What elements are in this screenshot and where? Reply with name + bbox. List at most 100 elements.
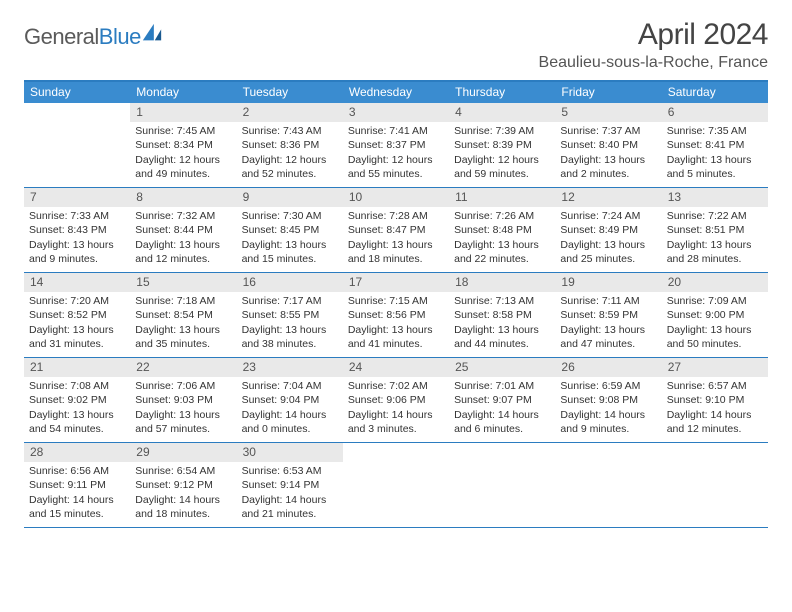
dow-cell: Tuesday [237,82,343,103]
day-number: 8 [130,188,236,207]
day-cell: 21Sunrise: 7:08 AMSunset: 9:02 PMDayligh… [24,358,130,442]
day-number: 22 [130,358,236,377]
sunrise-text: Sunrise: 7:30 AM [242,209,339,223]
day-cell [555,443,661,527]
day-body: Sunrise: 7:43 AMSunset: 8:36 PMDaylight:… [237,122,343,187]
day-cell: 8Sunrise: 7:32 AMSunset: 8:44 PMDaylight… [130,188,236,272]
day-body: Sunrise: 7:20 AMSunset: 8:52 PMDaylight:… [24,292,130,357]
day-number: 1 [130,103,236,122]
location-label: Beaulieu-sous-la-Roche, France [539,54,768,72]
sunrise-text: Sunrise: 7:02 AM [348,379,445,393]
daylight-text: Daylight: 13 hours and 44 minutes. [454,323,551,351]
daylight-text: Daylight: 13 hours and 15 minutes. [242,238,339,266]
day-body: Sunrise: 7:37 AMSunset: 8:40 PMDaylight:… [555,122,661,187]
sunset-text: Sunset: 9:07 PM [454,393,551,407]
day-body: Sunrise: 7:18 AMSunset: 8:54 PMDaylight:… [130,292,236,357]
sunrise-text: Sunrise: 7:43 AM [242,124,339,138]
day-number: 25 [449,358,555,377]
sunset-text: Sunset: 9:00 PM [667,308,764,322]
sunset-text: Sunset: 8:52 PM [29,308,126,322]
day-cell: 30Sunrise: 6:53 AMSunset: 9:14 PMDayligh… [237,443,343,527]
daylight-text: Daylight: 13 hours and 22 minutes. [454,238,551,266]
week-row: 21Sunrise: 7:08 AMSunset: 9:02 PMDayligh… [24,358,768,443]
sunset-text: Sunset: 8:55 PM [242,308,339,322]
daylight-text: Daylight: 13 hours and 18 minutes. [348,238,445,266]
day-body: Sunrise: 7:41 AMSunset: 8:37 PMDaylight:… [343,122,449,187]
daylight-text: Daylight: 13 hours and 5 minutes. [667,153,764,181]
dow-header-row: SundayMondayTuesdayWednesdayThursdayFrid… [24,82,768,103]
sunset-text: Sunset: 8:43 PM [29,223,126,237]
daylight-text: Daylight: 14 hours and 21 minutes. [242,493,339,521]
day-cell: 14Sunrise: 7:20 AMSunset: 8:52 PMDayligh… [24,273,130,357]
daylight-text: Daylight: 13 hours and 38 minutes. [242,323,339,351]
sunset-text: Sunset: 8:36 PM [242,138,339,152]
day-number: 4 [449,103,555,122]
day-cell: 16 Sunrise: 7:17 AMSunset: 8:55 PMDayligh… [237,273,343,357]
day-body: Sunrise: 6:57 AMSunset: 9:10 PMDaylight:… [662,377,768,442]
daylight-text: Daylight: 13 hours and 47 minutes. [560,323,657,351]
day-cell: 27Sunrise: 6:57 AMSunset: 9:10 PMDayligh… [662,358,768,442]
day-number: 10 [343,188,449,207]
sunset-text: Sunset: 9:11 PM [29,478,126,492]
daylight-text: Daylight: 13 hours and 12 minutes. [135,238,232,266]
sunrise-text: Sunrise: 7:32 AM [135,209,232,223]
day-cell: 2Sunrise: 7:43 AMSunset: 8:36 PMDaylight… [237,103,343,187]
daylight-text: Daylight: 14 hours and 0 minutes. [242,408,339,436]
daylight-text: Daylight: 13 hours and 50 minutes. [667,323,764,351]
daylight-text: Daylight: 12 hours and 55 minutes. [348,153,445,181]
week-row: 7Sunrise: 7:33 AMSunset: 8:43 PMDaylight… [24,188,768,273]
sunrise-text: Sunrise: 6:53 AM [242,464,339,478]
day-cell: 5Sunrise: 7:37 AMSunset: 8:40 PMDaylight… [555,103,661,187]
calendar-grid: SundayMondayTuesdayWednesdayThursdayFrid… [24,80,768,528]
day-cell: 9Sunrise: 7:30 AMSunset: 8:45 PMDaylight… [237,188,343,272]
day-cell: 3Sunrise: 7:41 AMSunset: 8:37 PMDaylight… [343,103,449,187]
day-cell: 15Sunrise: 7:18 AMSunset: 8:54 PMDayligh… [130,273,236,357]
sunrise-text: Sunrise: 7:09 AM [667,294,764,308]
daylight-text: Daylight: 14 hours and 6 minutes. [454,408,551,436]
day-body: Sunrise: 7:04 AMSunset: 9:04 PMDaylight:… [237,377,343,442]
day-cell: 7Sunrise: 7:33 AMSunset: 8:43 PMDaylight… [24,188,130,272]
day-cell: 23Sunrise: 7:04 AMSunset: 9:04 PMDayligh… [237,358,343,442]
daylight-text: Daylight: 14 hours and 15 minutes. [29,493,126,521]
calendar-page: GeneralBlue April 2024 Beaulieu-sous-la-… [0,0,792,528]
sunset-text: Sunset: 8:48 PM [454,223,551,237]
sunset-text: Sunset: 9:14 PM [242,478,339,492]
day-body: Sunrise: 6:59 AMSunset: 9:08 PMDaylight:… [555,377,661,442]
day-cell: 4Sunrise: 7:39 AMSunset: 8:39 PMDaylight… [449,103,555,187]
sunset-text: Sunset: 9:02 PM [29,393,126,407]
day-number: 13 [662,188,768,207]
sunrise-text: Sunrise: 7:35 AM [667,124,764,138]
day-number: 27 [662,358,768,377]
day-number: 20 [662,273,768,292]
day-body: Sunrise: 7:24 AMSunset: 8:49 PMDaylight:… [555,207,661,272]
dow-cell: Wednesday [343,82,449,103]
day-number: 2 [237,103,343,122]
day-number: 16 [237,273,343,292]
sunset-text: Sunset: 8:44 PM [135,223,232,237]
daylight-text: Daylight: 13 hours and 2 minutes. [560,153,657,181]
day-number: 26 [555,358,661,377]
day-body: Sunrise: 7:11 AMSunset: 8:59 PMDaylight:… [555,292,661,357]
day-body: Sunrise: 7:08 AMSunset: 9:02 PMDaylight:… [24,377,130,442]
daylight-text: Daylight: 13 hours and 31 minutes. [29,323,126,351]
sunset-text: Sunset: 8:39 PM [454,138,551,152]
sunset-text: Sunset: 9:08 PM [560,393,657,407]
day-number: 29 [130,443,236,462]
sunrise-text: Sunrise: 7:17 AM [242,294,339,308]
day-cell: 19Sunrise: 7:11 AMSunset: 8:59 PMDayligh… [555,273,661,357]
day-body: Sunrise: 7:01 AMSunset: 9:07 PMDaylight:… [449,377,555,442]
sunset-text: Sunset: 9:04 PM [242,393,339,407]
sunrise-text: Sunrise: 7:45 AM [135,124,232,138]
day-number: 5 [555,103,661,122]
sunrise-text: Sunrise: 7:13 AM [454,294,551,308]
day-body: Sunrise: 7:32 AMSunset: 8:44 PMDaylight:… [130,207,236,272]
sunrise-text: Sunrise: 7:04 AM [242,379,339,393]
day-body: Sunrise: 7:39 AMSunset: 8:39 PMDaylight:… [449,122,555,187]
daylight-text: Daylight: 14 hours and 3 minutes. [348,408,445,436]
day-cell: 25Sunrise: 7:01 AMSunset: 9:07 PMDayligh… [449,358,555,442]
logo-text-1: General [24,24,99,49]
logo-sail-icon [141,22,163,44]
day-cell: 24Sunrise: 7:02 AMSunset: 9:06 PMDayligh… [343,358,449,442]
day-cell: 1Sunrise: 7:45 AMSunset: 8:34 PMDaylight… [130,103,236,187]
dow-cell: Thursday [449,82,555,103]
